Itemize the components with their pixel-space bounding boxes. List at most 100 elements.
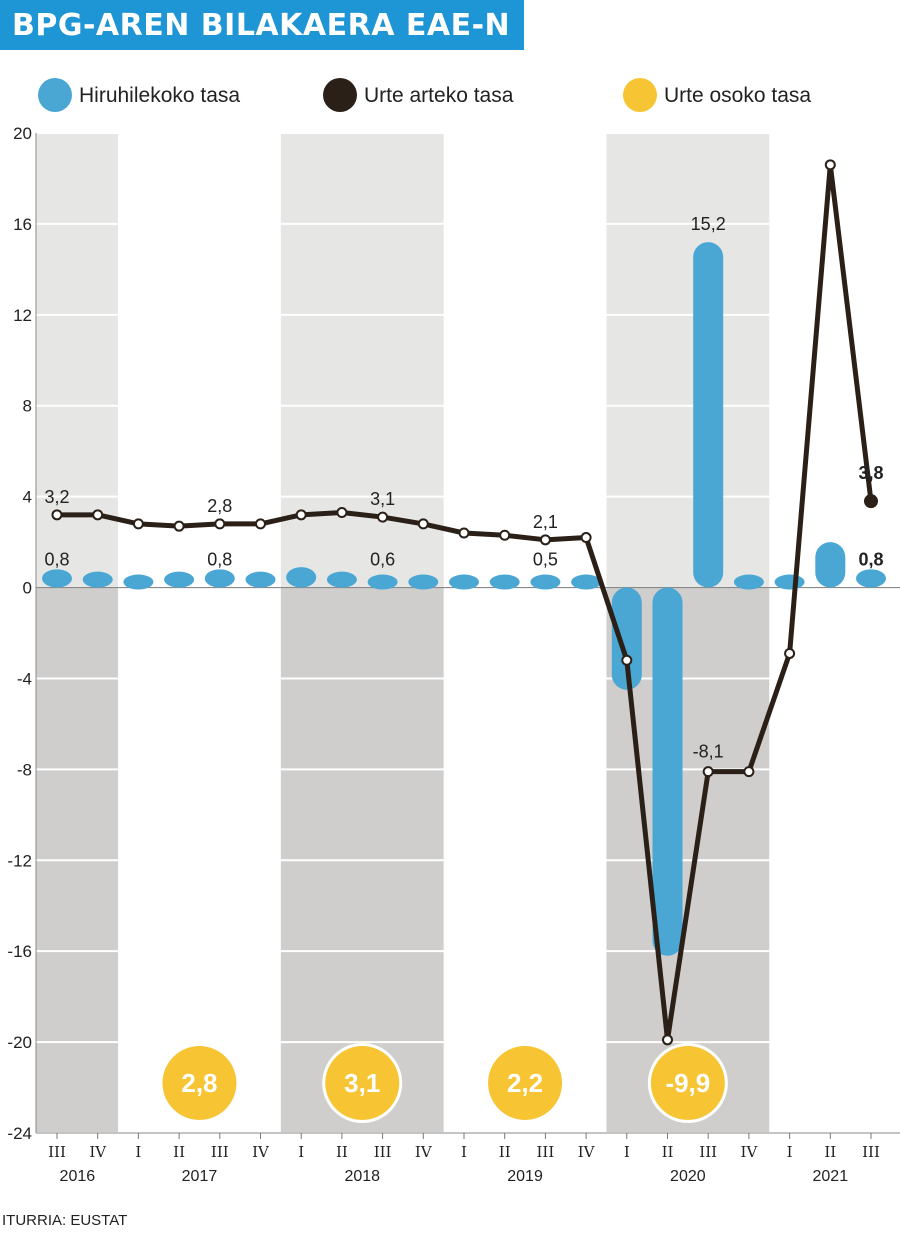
quarter-bar [571, 574, 602, 590]
year-label: 2016 [60, 1168, 96, 1185]
line-value-label: 3,8 [858, 463, 883, 483]
yearly-rate-point [580, 532, 592, 544]
year-label: 2019 [507, 1168, 543, 1185]
y-tick-label: -12 [7, 851, 32, 870]
year-band-upper [36, 133, 119, 588]
annual-bubble-label: 2,2 [507, 1068, 543, 1098]
annual-bubble-label: 3,1 [344, 1068, 380, 1098]
legend-label: Urte osoko tasa [664, 84, 811, 107]
x-tick-label: III [211, 1143, 229, 1161]
annual-bubble [488, 1046, 563, 1120]
y-tick-label: 12 [13, 306, 32, 325]
annual-bubble [325, 1046, 400, 1120]
bar-value-label: 0,5 [533, 550, 558, 570]
year-label: 2020 [670, 1168, 706, 1185]
bar-value-label: 0,8 [858, 550, 883, 570]
x-tick-label: III [699, 1143, 717, 1161]
legend-label: Hiruhilekoko tasa [79, 84, 240, 107]
yearly-rate-point [51, 509, 63, 521]
chart-title: BPG-AREN BILAKAERA EAE-N [12, 7, 511, 43]
year-band-upper [280, 133, 444, 588]
bar-value-label: 15,2 [691, 214, 726, 234]
yearly-rate-point [864, 494, 878, 509]
yearly-rate-point [132, 518, 144, 530]
y-tick-label: 8 [23, 397, 32, 416]
x-tick-label: III [48, 1143, 66, 1161]
y-tick-label: 20 [13, 124, 32, 143]
line-value-label: 2,8 [207, 496, 232, 516]
annual-bubble [650, 1046, 725, 1120]
yearly-rate-point [824, 159, 836, 171]
annual-bubble [162, 1046, 237, 1120]
quarter-bar [82, 571, 113, 588]
line-value-label: 3,1 [370, 489, 395, 509]
yearly-rate-point [92, 509, 104, 521]
y-tick-label: 0 [23, 579, 32, 598]
yearly-rate-point [662, 1034, 673, 1046]
yearly-rate-point [539, 534, 551, 546]
line-value-label: 2,1 [533, 512, 558, 532]
x-tick-label: IV [741, 1143, 759, 1161]
year-label: 2021 [813, 1168, 849, 1185]
x-tick-label: III [537, 1143, 555, 1161]
yearly-rate-point [621, 654, 633, 666]
line-value-label: -8,1 [693, 742, 724, 762]
x-tick-label: IV [252, 1143, 270, 1161]
x-tick-label: I [787, 1143, 793, 1161]
y-tick-label: -16 [7, 942, 32, 961]
legend-label: Urte arteko tasa [364, 84, 514, 107]
yearly-rate-point [255, 518, 266, 530]
year-label: 2017 [182, 1168, 218, 1185]
y-tick-label: 4 [23, 488, 32, 507]
quarter-bar [245, 571, 276, 588]
legend-swatch [38, 78, 72, 112]
yearly-rate-point [336, 507, 348, 519]
quarter-bar [367, 574, 398, 590]
quarter-bar [449, 574, 479, 590]
yearly-rate-point [173, 520, 185, 532]
quarter-bar [530, 574, 561, 590]
year-band-upper [606, 133, 770, 588]
yearly-rate-point [377, 511, 389, 523]
yearly-rate-point [499, 529, 511, 541]
quarter-bar [123, 574, 154, 590]
x-tick-label: IV [89, 1143, 107, 1161]
quarter-bar [774, 574, 805, 590]
source-note: ITURRIA: EUSTAT [2, 1212, 128, 1229]
x-tick-label: I [298, 1143, 304, 1161]
legend-swatch [623, 78, 657, 112]
annual-bubble-label: -9,9 [665, 1068, 710, 1098]
annual-bubble-label: 2,8 [181, 1068, 217, 1098]
bar-value-label: 0,8 [44, 550, 69, 570]
year-label: 2018 [344, 1168, 380, 1185]
quarter-bar [815, 542, 846, 588]
yearly-rate-point [417, 518, 429, 530]
yearly-rate-point [784, 647, 796, 659]
y-tick-label: -4 [17, 669, 32, 688]
quarter-bar [408, 574, 439, 590]
quarter-bar [733, 574, 764, 590]
y-tick-label: 16 [13, 215, 32, 234]
x-tick-label: IV [578, 1143, 596, 1161]
x-tick-label: II [499, 1143, 511, 1161]
quarter-bar [286, 567, 317, 588]
x-tick-label: III [374, 1143, 392, 1161]
yearly-rate-point [458, 527, 470, 539]
legend-swatch [323, 78, 357, 112]
x-tick-label: I [461, 1143, 467, 1161]
title-banner: BPG-AREN BILAKAERA EAE-N [0, 0, 525, 50]
x-tick-label: II [662, 1143, 674, 1161]
quarter-bar [164, 571, 195, 588]
quarter-bar [693, 242, 724, 588]
quarter-bar [652, 587, 683, 956]
y-tick-label: -20 [7, 1033, 32, 1052]
line-value-label: 3,2 [44, 487, 69, 507]
quarter-bar [42, 569, 72, 588]
yearly-rate-point [214, 518, 226, 530]
bar-value-label: 0,6 [370, 550, 395, 570]
x-tick-label: I [135, 1143, 141, 1161]
x-tick-label: I [624, 1143, 630, 1161]
y-tick-label: -24 [7, 1124, 32, 1143]
quarter-bar [326, 571, 357, 588]
